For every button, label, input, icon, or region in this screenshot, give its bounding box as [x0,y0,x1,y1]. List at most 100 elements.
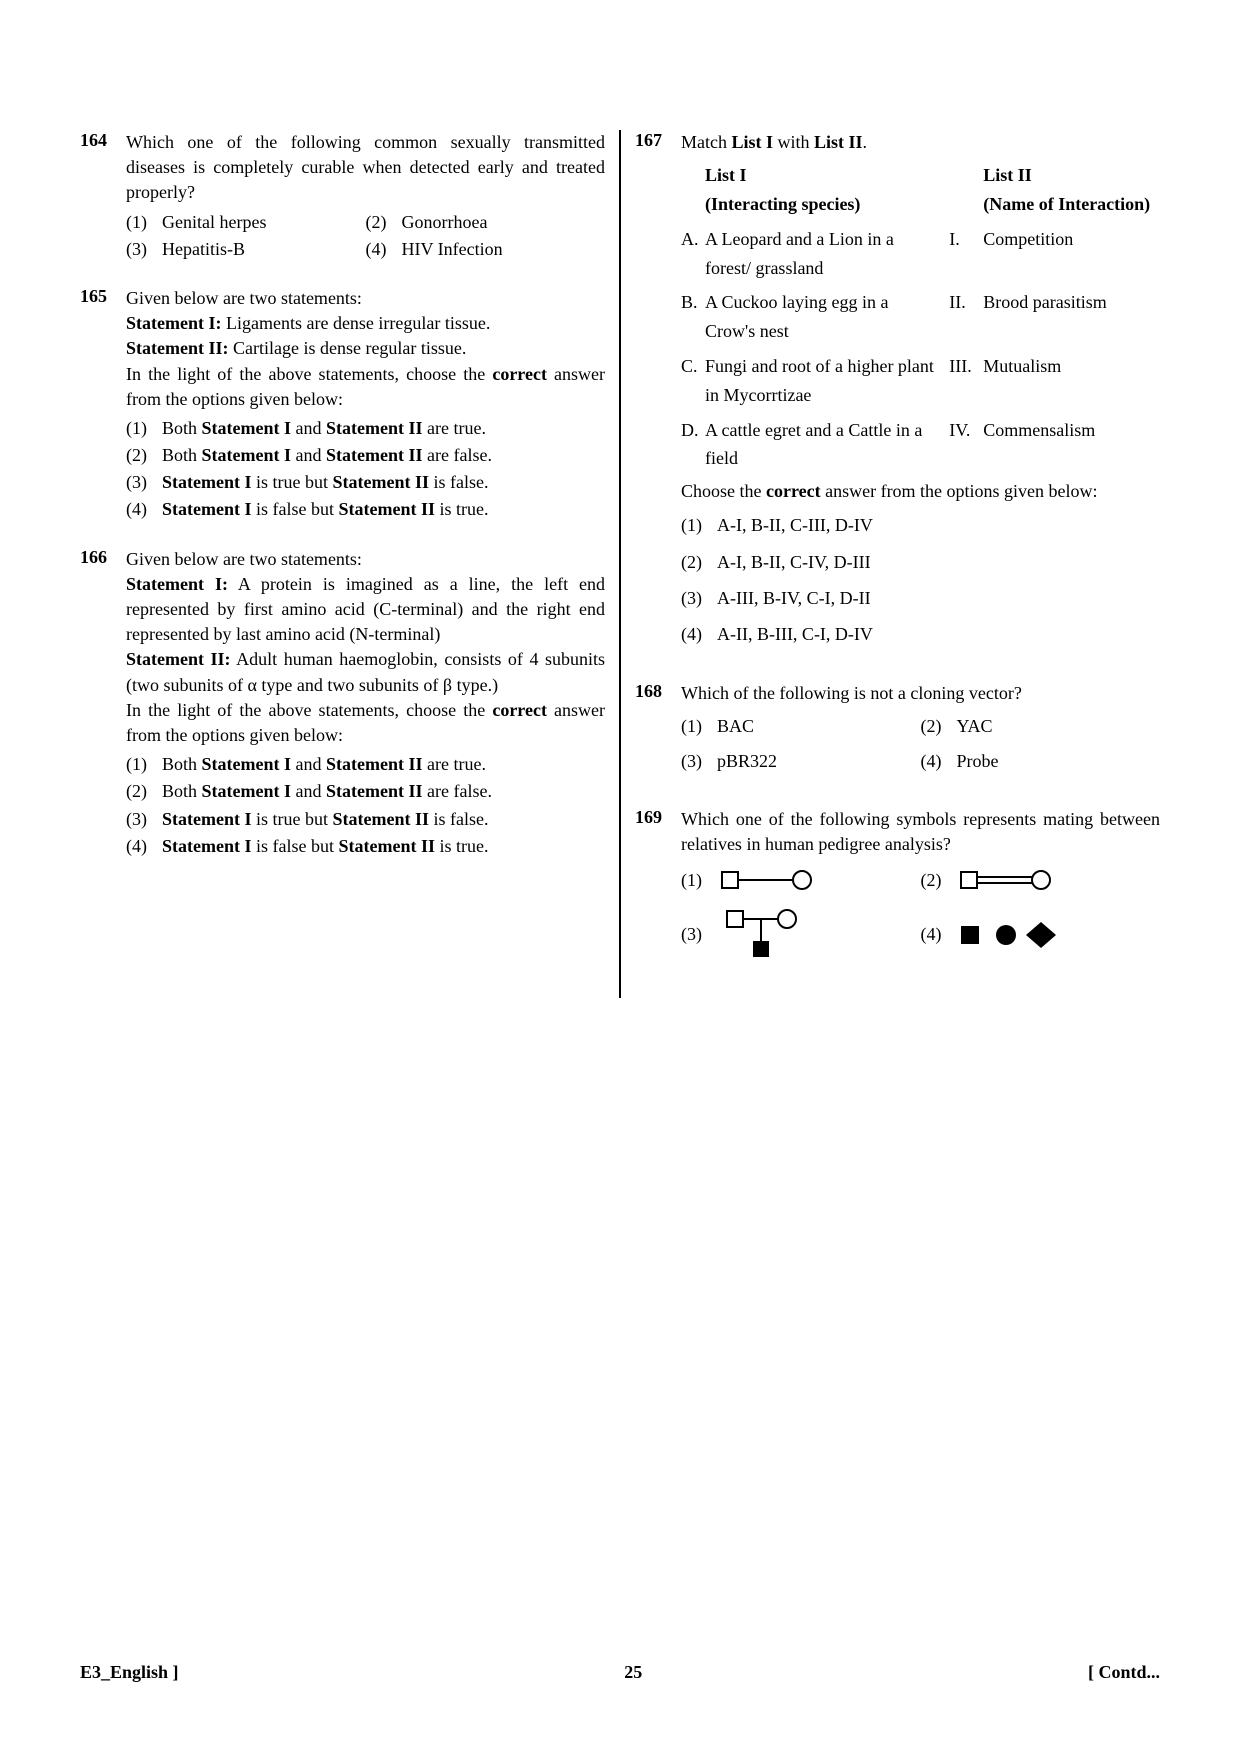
pedigree-filled-shapes-icon [956,920,1076,950]
right-column: 167 Match List I with List II. List I(In… [635,130,1160,998]
page-footer: E3_English ] 25 [ Contd... [80,1662,1160,1683]
opt-num: (4) [126,497,162,522]
row-text: Mutualism [983,352,1160,410]
opt-num: (4) [920,745,956,777]
question-text: Which one of the following common sexual… [126,132,605,202]
intro-text: Given below are two statements: [126,547,605,572]
question-text: Which of the following is not a cloning … [681,683,1022,703]
opt-text: A-I, B-II, C-III, D-IV [717,508,873,542]
question-body: Which one of the following symbols repre… [681,807,1160,974]
opt-num: (4) [681,617,717,651]
symbol-options: (1) (2) [681,865,1160,974]
opt-text: Statement I is false but Statement II is… [162,497,488,522]
choose-pre: In the light of the above statements, ch… [126,700,492,720]
opt-num: (1) [681,868,717,893]
options: (1)Genital herpes (2)Gonorrhoea (3)Hepat… [126,210,605,262]
opt-num: (3) [681,922,717,947]
question-number: 165 [80,286,126,523]
options: (1)Both Statement I and Statement II are… [126,416,605,523]
question-text: Which one of the following symbols repre… [681,809,1160,854]
match-table: List I(Interacting species) List II(Name… [681,161,1160,473]
options: (1)BAC (2)YAC (3)pBR322 (4)Probe [681,710,1160,777]
opt-text: Both Statement I and Statement II are fa… [162,779,492,804]
two-column-layout: 164 Which one of the following common se… [80,130,1160,998]
statement-2-label: Statement II: [126,649,231,669]
opt-text: YAC [956,710,1160,742]
row-text: Brood parasitism [983,288,1160,346]
row-roman: IV. [949,416,983,474]
opt-num: (2) [681,545,717,579]
row-text: Commensalism [983,416,1160,474]
question-number: 166 [80,547,126,859]
footer-left: E3_English ] [80,1662,179,1683]
opt-num: (4) [366,237,402,262]
opt-text: HIV Infection [402,237,606,262]
pedigree-offspring-icon [717,907,827,962]
opt-text: A-I, B-II, C-IV, D-III [717,545,871,579]
opt-num: (4) [126,834,162,859]
row-letter: D. [681,416,705,474]
opt-text: Statement I is true but Statement II is … [162,807,488,832]
row-text: Competition [983,225,1160,283]
row-text: A Leopard and a Lion in a forest/ grassl… [705,225,949,283]
opt-num: (4) [920,922,956,947]
row-text: A Cuckoo laying egg in a Crow's nest [705,288,949,346]
footer-center: 25 [624,1662,642,1683]
opt-num: (2) [126,443,162,468]
options: (1)A-I, B-II, C-III, D-IV (2)A-I, B-II, … [681,508,1160,651]
opt-text: Statement I is true but Statement II is … [162,470,488,495]
row-text: Fungi and root of a higher plant in Myco… [705,352,949,410]
row-roman: III. [949,352,983,410]
exam-page: 164 Which one of the following common se… [0,0,1240,1753]
pedigree-mating-double-icon [956,865,1066,895]
question-body: Given below are two statements: Statemen… [126,547,605,859]
statement-1-text: Ligaments are dense irregular tissue. [221,313,490,333]
opt-num: (3) [126,237,162,262]
opt-text: Statement I is false but Statement II is… [162,834,488,859]
question-body: Match List I with List II. List I(Intera… [681,130,1160,651]
footer-right: [ Contd... [1088,1662,1160,1683]
opt-num: (3) [681,581,717,615]
opt-text: Probe [956,745,1160,777]
opt-num: (1) [126,210,162,235]
opt-text: pBR322 [717,745,921,777]
row-text: A cattle egret and a Cattle in a field [705,416,949,474]
opt-text: Both Statement I and Statement II are tr… [162,752,486,777]
intro-text: Given below are two statements: [126,286,605,311]
opt-text: Both Statement I and Statement II are tr… [162,416,486,441]
opt-num: (1) [681,508,717,542]
row-letter: A. [681,225,705,283]
opt-text: Hepatitis-B [162,237,366,262]
opt-text: Gonorrhoea [402,210,606,235]
opt-num: (1) [126,416,162,441]
list2-header: List II [983,165,1032,185]
question-body: Which one of the following common sexual… [126,130,605,262]
opt-num: (3) [681,745,717,777]
row-letter: C. [681,352,705,410]
question-body: Which of the following is not a cloning … [681,681,1160,777]
opt-num: (2) [920,710,956,742]
question-number: 164 [80,130,126,262]
opt-text: Both Statement I and Statement II are fa… [162,443,492,468]
opt-text: BAC [717,710,921,742]
row-letter: B. [681,288,705,346]
opt-text: A-II, B-III, C-I, D-IV [717,617,873,651]
choose-pre: In the light of the above statements, ch… [126,364,492,384]
statement-1-label: Statement I: [126,313,221,333]
options: (1)Both Statement I and Statement II are… [126,752,605,859]
opt-num: (1) [126,752,162,777]
question-166: 166 Given below are two statements: Stat… [80,547,605,859]
correct-word: correct [492,364,547,384]
opt-num: (1) [681,710,717,742]
list1-header: List I [705,165,747,185]
question-169: 169 Which one of the following symbols r… [635,807,1160,974]
correct-word: correct [492,700,547,720]
question-number: 168 [635,681,681,777]
opt-text: Genital herpes [162,210,366,235]
row-roman: II. [949,288,983,346]
opt-text: A-III, B-IV, C-I, D-II [717,581,871,615]
opt-num: (3) [126,470,162,495]
statement-1-label: Statement I: [126,574,228,594]
row-roman: I. [949,225,983,283]
statement-2-text: Cartilage is dense regular tissue. [228,338,466,358]
